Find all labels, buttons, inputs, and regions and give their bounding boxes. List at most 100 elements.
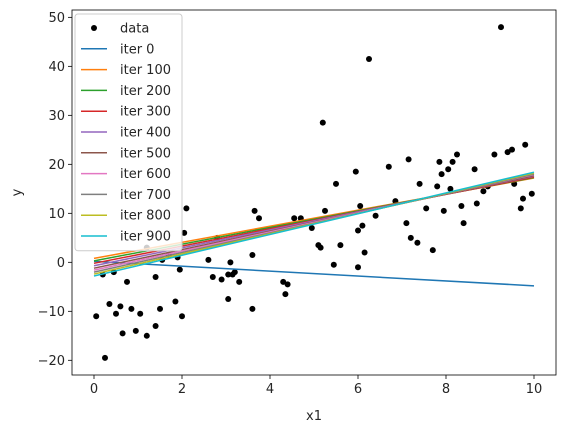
data-point (366, 55, 372, 62)
legend-box (74, 13, 183, 252)
x-tick-label: 10 (526, 382, 543, 397)
data-point (372, 212, 379, 219)
data-point (423, 205, 430, 212)
data-point (284, 281, 291, 288)
data-point (291, 215, 298, 222)
legend-label: iter 600 (120, 167, 171, 182)
series-line-iter-900 (93, 171, 535, 277)
data-point (436, 158, 443, 165)
data-point (102, 354, 108, 361)
data-point (322, 207, 328, 214)
x-tick-label: 2 (178, 382, 186, 397)
legend-label: iter 100 (120, 63, 171, 78)
legend-label: data (120, 22, 149, 37)
data-point (183, 205, 190, 212)
data-point (471, 166, 478, 173)
data-point (333, 180, 339, 187)
data-point (225, 296, 232, 303)
data-point (106, 300, 113, 307)
data-point (282, 291, 289, 298)
data-point (152, 274, 159, 281)
data-point (480, 188, 487, 195)
data-point (117, 303, 124, 310)
legend-label: iter 700 (120, 188, 171, 203)
plot-area (93, 24, 535, 361)
x-tick-label: 8 (442, 382, 450, 397)
data-point (231, 269, 238, 276)
series-line-iter-0 (93, 260, 535, 287)
data-point (504, 149, 511, 156)
data-point (128, 305, 135, 312)
y-tick-label: −20 (38, 354, 65, 369)
data-point (416, 180, 423, 187)
data-point (357, 202, 364, 209)
data-point (225, 271, 232, 278)
y-tick-label: 50 (48, 11, 65, 26)
data-point (256, 215, 262, 222)
data-point (152, 323, 159, 330)
data-point (491, 151, 498, 158)
data-point (236, 278, 243, 285)
data-point (498, 24, 504, 31)
data-point (429, 247, 436, 254)
data-point (407, 234, 414, 241)
data-point (124, 278, 130, 285)
y-tick-label: 20 (48, 158, 65, 173)
data-point (205, 256, 212, 263)
data-point (119, 330, 126, 337)
data-point (355, 227, 361, 234)
data-point (460, 220, 467, 227)
data-point (251, 207, 258, 214)
axes: 0 2 4 6 8 10 −20 −10 0 10 20 30 40 50 (38, 9, 557, 397)
legend-label: iter 400 (120, 126, 171, 141)
legend-label: iter 300 (120, 105, 171, 120)
data-point (405, 156, 412, 163)
data-point (227, 259, 234, 266)
y-tick-label: −10 (38, 305, 65, 320)
data-point (93, 313, 100, 320)
x-axis-label: x1 (306, 409, 322, 424)
data-point (454, 151, 460, 158)
y-tick-label: 30 (48, 109, 65, 124)
data-point (137, 310, 144, 317)
x-tick-label: 6 (354, 382, 362, 397)
data-point (522, 141, 529, 148)
legend-label: iter 0 (120, 42, 154, 57)
y-tick-label: 10 (48, 207, 65, 222)
data-point (509, 146, 515, 153)
data-point (317, 244, 324, 251)
data-point (352, 168, 359, 175)
data-point (385, 163, 392, 170)
data-point (157, 305, 163, 312)
data-point (403, 220, 410, 227)
data-point (249, 251, 256, 258)
data-point (458, 202, 465, 209)
x-tick-label: 4 (266, 382, 274, 397)
data-point (517, 205, 524, 212)
data-point (440, 207, 447, 214)
data-point (209, 274, 216, 281)
legend-label: iter 800 (120, 209, 171, 224)
data-point (179, 313, 185, 320)
data-point (132, 327, 139, 334)
axes-frame (71, 9, 557, 376)
data-point (280, 278, 287, 285)
data-point (319, 119, 326, 126)
data-point (520, 195, 526, 202)
data-point (337, 242, 344, 249)
data-point (355, 264, 361, 271)
legend: data iter 0 iter 100 iter 200 iter 300 iter 4… (74, 13, 183, 252)
data-point (218, 276, 225, 283)
data-point (445, 166, 452, 173)
data-point (143, 332, 150, 339)
data-point (447, 185, 454, 192)
data-point (113, 310, 119, 317)
legend-label: iter 200 (120, 84, 171, 99)
x-tick-label: 0 (90, 382, 98, 397)
data-point (449, 158, 456, 165)
data-point (473, 200, 480, 207)
data-point (308, 225, 315, 232)
data-point (249, 305, 256, 312)
y-tick-label: 40 (48, 60, 65, 75)
